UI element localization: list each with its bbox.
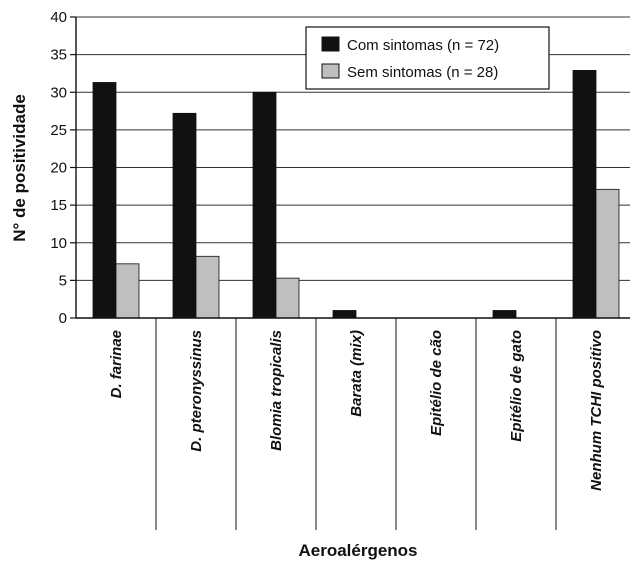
bar-com-sintomas: [332, 310, 357, 319]
bar-com-sintomas: [92, 82, 117, 319]
x-tick-labels: D. farinae D. pteronyssinus Blomia tropica…: [108, 330, 605, 491]
bar-sem-sintomas: [195, 255, 220, 319]
y-tick-label: 25: [50, 122, 67, 139]
legend: Com sintomas (n = 72) Sem sintomas (n = …: [305, 26, 550, 90]
y-tick-label: 40: [50, 9, 67, 26]
axes: [70, 16, 630, 530]
bar-com-sintomas: [252, 91, 277, 319]
x-tick-label: D. farinae: [108, 330, 125, 398]
bar-sem-sintomas: [595, 188, 620, 319]
bar-com-sintomas: [172, 112, 197, 319]
x-tick-label: Barata (mix): [348, 330, 365, 417]
x-tick-label: Blomia tropicalis: [268, 330, 285, 451]
bar-com-sintomas: [572, 70, 597, 319]
legend-swatch-com-sintomas: [321, 36, 340, 52]
bar-sem-sintomas: [115, 263, 140, 319]
y-tick-label: 30: [50, 84, 67, 101]
y-tick-label: 15: [50, 197, 67, 214]
x-tick-label: Epitélio de cão: [428, 330, 445, 436]
y-tick-label: 10: [50, 235, 67, 252]
y-tick-label: 0: [59, 310, 67, 327]
y-tick-label: 20: [50, 160, 67, 177]
x-tick-label: D. pteronyssinus: [188, 330, 205, 452]
gridlines: [76, 16, 630, 281]
x-tick-label: Nenhum TCHI positivo: [588, 330, 605, 491]
x-tick-label: Epitélio de gato: [508, 330, 525, 442]
y-tick-label: 5: [59, 272, 67, 289]
y-tick-labels: 0 5 10 15 20 25 30 35 40: [50, 9, 67, 327]
y-tick-label: 35: [50, 47, 67, 64]
legend-box: [305, 26, 550, 90]
legend-label-com-sintomas: Com sintomas (n = 72): [347, 37, 499, 54]
bar-com-sintomas: [492, 310, 517, 319]
x-axis-title: Aeroalérgenos: [298, 541, 417, 560]
legend-swatch-sem-sintomas: [321, 63, 340, 79]
y-axis-title: N° de positividade: [10, 94, 29, 242]
bar-sem-sintomas: [275, 277, 300, 319]
legend-label-sem-sintomas: Sem sintomas (n = 28): [347, 64, 498, 81]
